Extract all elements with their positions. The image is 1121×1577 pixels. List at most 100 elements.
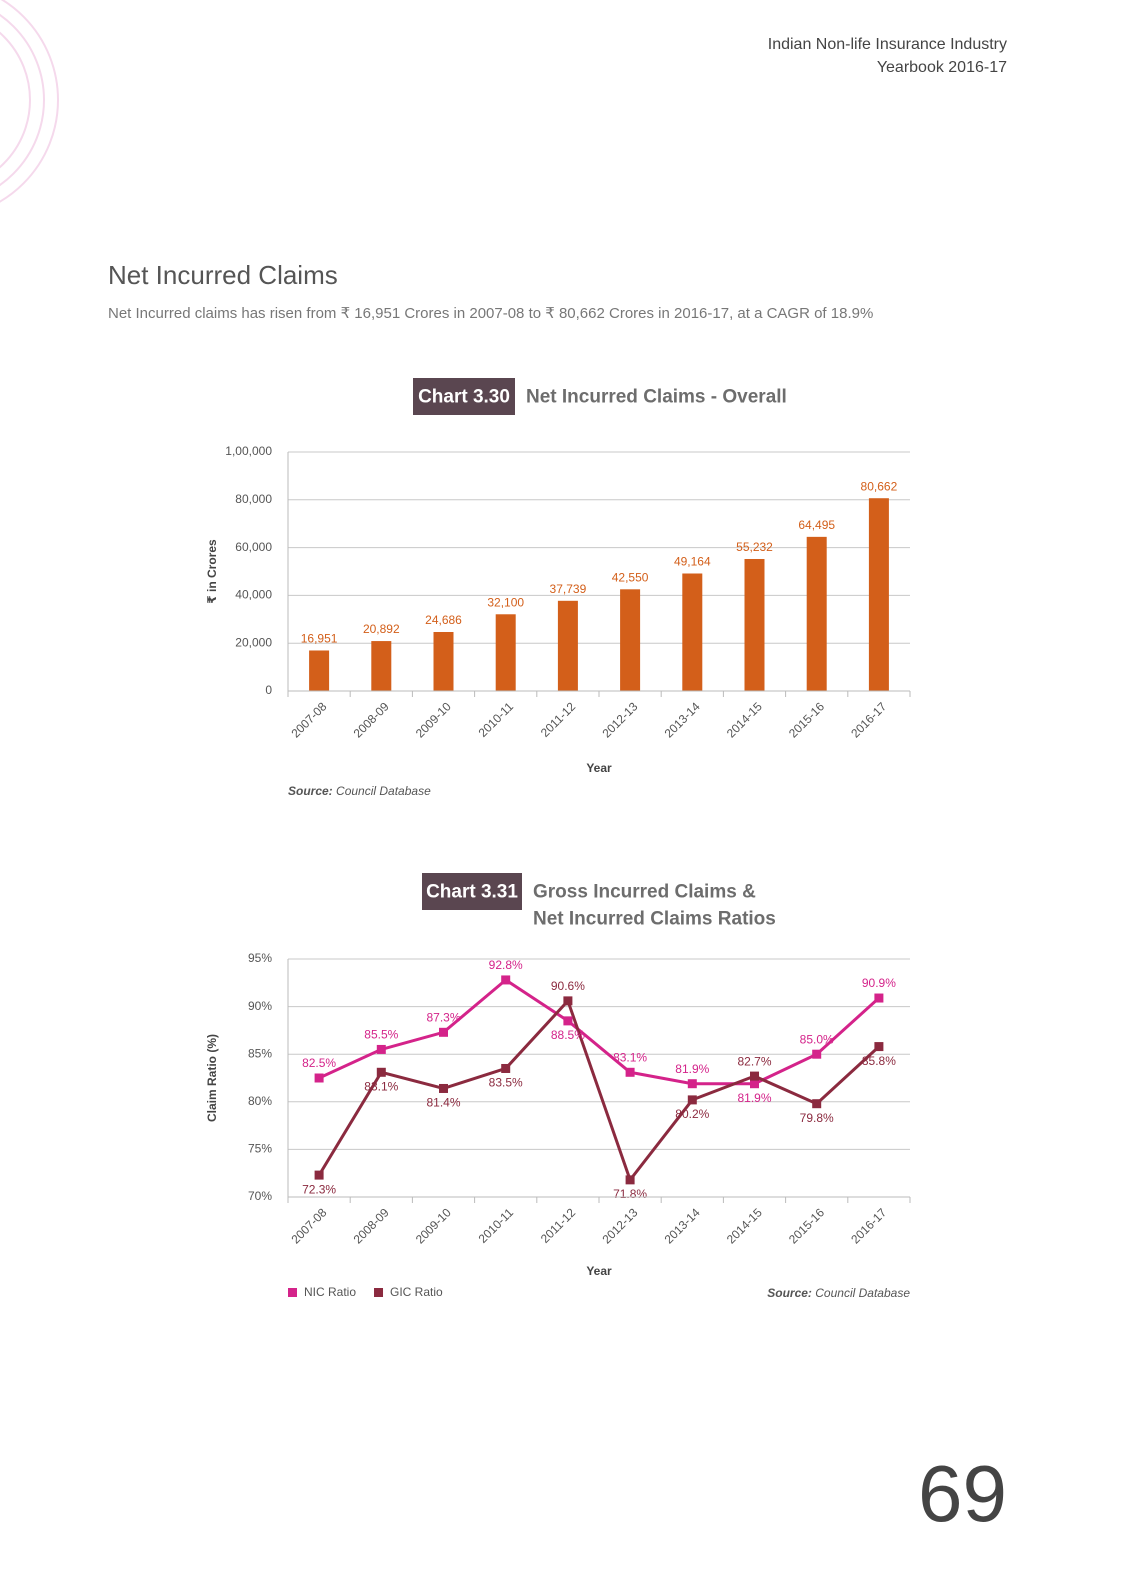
source-text: Council Database [815,1286,910,1300]
y-axis-label: Claim Ratio (%) [205,1034,219,1122]
value-label: 71.8% [613,1187,647,1201]
y-tick-label: 95% [248,951,272,965]
x-tick-label: 2014-15 [724,1205,765,1246]
y-tick-label: 75% [248,1142,272,1156]
bar [309,650,330,691]
chart-title: Gross Incurred Claims & [533,882,756,903]
marker [812,1099,822,1109]
value-label: 82.5% [302,1056,336,1070]
line [318,978,880,1086]
value-label: 85.0% [800,1032,834,1046]
x-axis-label: Year [586,761,612,775]
bar [495,614,516,691]
value-label: 24,686 [425,613,462,627]
chart-label-box [422,873,522,910]
y-tick-label: 1,00,000 [225,444,272,458]
source: Source: Council Database [767,1286,910,1300]
value-label: 42,550 [612,570,649,584]
bar [682,573,703,691]
section-title: Net Incurred Claims [108,260,338,290]
y-tick-label: 80,000 [235,492,272,506]
value-label: 83.1% [613,1050,647,1064]
y-tick-label: 70% [248,1189,272,1203]
x-tick-label: 2010-11 [476,699,517,740]
x-tick-label: 2008-09 [351,699,392,740]
y-tick-label: 40,000 [235,588,272,602]
value-label: 83.1% [364,1079,398,1093]
value-label: 90.9% [862,976,896,990]
value-label: 79.8% [800,1111,834,1125]
marker [501,975,511,985]
legend-swatch [374,1288,384,1297]
marker [625,1175,635,1185]
x-tick-label: 2015-16 [786,1205,827,1246]
marker [314,1170,324,1180]
bar [371,641,392,691]
value-label: 92.8% [489,958,523,972]
value-label: 85.5% [364,1028,398,1042]
value-label: 83.5% [489,1076,523,1090]
x-tick-label: 2007-08 [288,1205,329,1246]
marker [874,1042,884,1052]
marker [563,996,573,1006]
x-tick-label: 2012-13 [599,699,640,740]
marker [563,1016,573,1026]
value-label: 49,164 [674,555,711,569]
value-label: 87.3% [426,1010,460,1024]
x-tick-label: 2011-12 [538,699,579,740]
y-tick-label: 0 [265,683,272,697]
y-tick-label: 85% [248,1046,272,1060]
value-label: 32,100 [487,595,524,609]
marker [314,1073,324,1083]
x-axis-label: Year [586,1264,612,1278]
marker [874,993,884,1003]
bar [620,589,641,691]
chart-label-box [413,378,515,415]
y-tick-label: 20,000 [235,635,272,649]
y-tick-label: 60,000 [235,540,272,554]
value-label: 88.5% [551,1028,585,1042]
legend-label: GIC Ratio [390,1285,443,1299]
marker [376,1067,386,1077]
header-line: Yearbook 2016-17 [877,59,1007,76]
x-tick-label: 2010-11 [476,1205,517,1246]
marker [750,1079,759,1089]
value-label: 81.9% [675,1062,709,1076]
value-label: 81.4% [426,1096,460,1110]
marker [687,1079,697,1089]
x-tick-label: 2013-14 [662,699,703,740]
source: Source: Council Database [288,784,431,798]
y-tick-label: 90% [248,999,272,1013]
value-label: 90.6% [551,979,585,993]
value-label: 80,662 [861,479,898,493]
value-label: 64,495 [798,518,835,532]
x-tick-label: 2015-16 [786,699,827,740]
value-label: 55,232 [736,540,773,554]
bar [557,600,578,691]
header-line: Indian Non-life Insurance Industry [768,36,1007,53]
source-label: Source: [288,784,333,798]
bar [744,558,765,691]
marker [687,1095,697,1105]
x-tick-label: 2016-17 [848,699,889,740]
legend-label: NIC Ratio [304,1285,356,1299]
marker [812,1049,822,1059]
source-label: Source: [767,1286,812,1300]
value-label: 20,892 [363,622,400,636]
x-tick-label: 2013-14 [662,1205,703,1246]
chart-label: Chart 3.30 [418,387,510,408]
x-tick-label: 2014-15 [724,699,765,740]
x-tick-label: 2009-10 [413,1205,454,1246]
marker [439,1027,448,1037]
x-tick-label: 2012-13 [599,1205,640,1246]
line [317,998,880,1183]
bar [433,632,454,691]
value-label: 80.2% [675,1107,709,1121]
value-label: 82.7% [737,1054,771,1068]
y-tick-label: 80% [248,1094,272,1108]
x-tick-label: 2009-10 [413,699,454,740]
bar [868,498,889,691]
marker [501,1063,511,1073]
legend-swatch [288,1288,297,1297]
